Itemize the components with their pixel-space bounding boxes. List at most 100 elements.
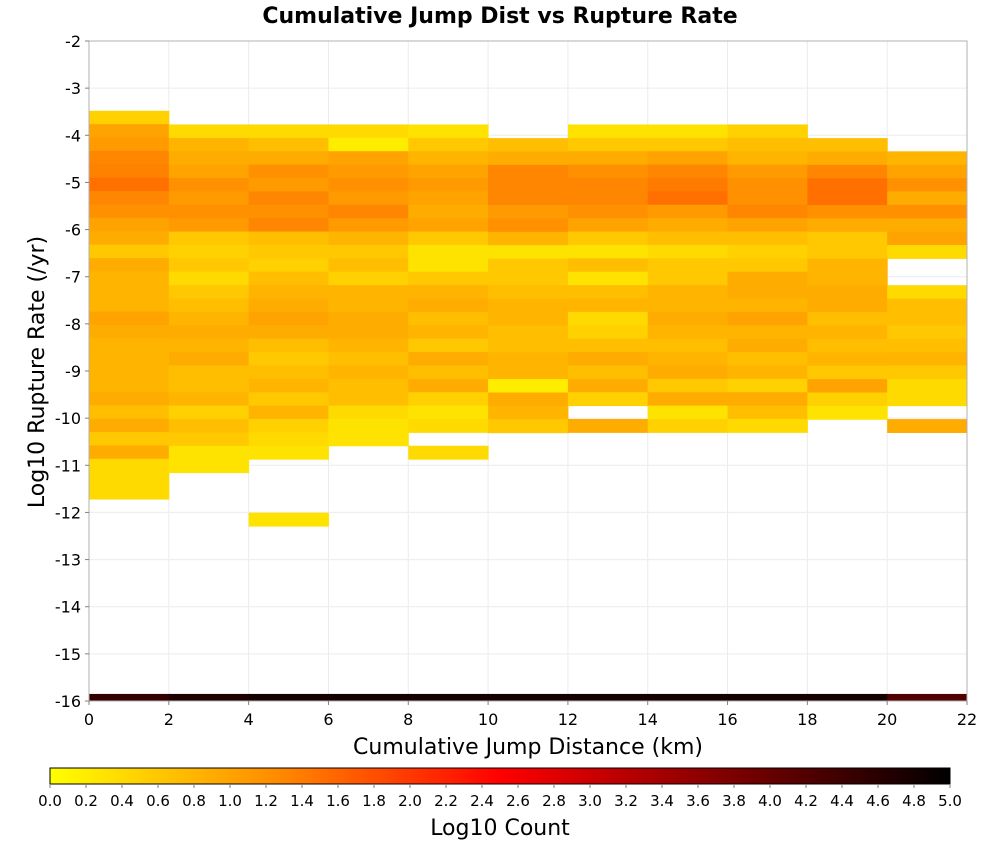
- heatmap-cell: [647, 258, 729, 273]
- heatmap-cell: [89, 445, 170, 460]
- heatmap-cell: [647, 164, 729, 179]
- heatmap-cell: [647, 311, 729, 326]
- heatmap-cell: [168, 432, 250, 447]
- heatmap-cell: [567, 271, 649, 286]
- y-tick-label: -3: [65, 79, 81, 98]
- heatmap-cell: [807, 365, 888, 380]
- heatmap-cell: [807, 352, 888, 367]
- heatmap-cell: [89, 351, 170, 366]
- heatmap-cell: [248, 177, 329, 192]
- heatmap-cell: [168, 392, 250, 407]
- heatmap-cell: [727, 311, 808, 326]
- heatmap-cell: [567, 137, 649, 152]
- x-tick-label: 20: [877, 710, 897, 729]
- heatmap-cell: [168, 338, 250, 353]
- heatmap-cell: [488, 245, 569, 260]
- heatmap-cell: [727, 231, 808, 246]
- colorbar-tick-label: 1.6: [326, 792, 350, 810]
- heatmap-cell: [89, 244, 170, 259]
- heatmap-cell: [488, 151, 569, 166]
- heatmap-cell: [168, 124, 250, 139]
- heatmap-cell: [168, 191, 250, 206]
- colorbar: [49, 767, 951, 785]
- heatmap-cell: [89, 204, 170, 219]
- heatmap-cell: [89, 324, 170, 339]
- colorbar-tick-label: 3.6: [686, 792, 710, 810]
- colorbar-tick-label: 2.0: [398, 792, 422, 810]
- y-tick-label: -8: [65, 315, 81, 334]
- heatmap-cell: [727, 151, 808, 166]
- colorbar-tick-label: 1.2: [254, 792, 278, 810]
- heatmap-cell: [328, 311, 409, 326]
- x-tick-label: 16: [717, 710, 737, 729]
- heatmap-cell: [328, 151, 409, 166]
- heatmap-cell: [248, 378, 329, 393]
- y-tick-label: -2: [65, 32, 81, 51]
- heatmap-cell: [408, 352, 489, 366]
- heatmap-cell: [647, 378, 729, 393]
- heatmap-cell: [248, 352, 329, 366]
- heatmap-cell: [408, 325, 489, 340]
- heatmap-cell: [248, 338, 329, 353]
- x-tick-label: 4: [244, 710, 254, 729]
- heatmap-cell: [488, 178, 569, 193]
- y-tick-label: -5: [65, 173, 81, 192]
- heatmap-cell: [488, 218, 569, 233]
- heatmap-cell: [647, 693, 729, 701]
- heatmap-cell: [168, 311, 250, 326]
- colorbar-tick-label: 4.8: [902, 792, 926, 810]
- heatmap-cell: [328, 164, 409, 179]
- heatmap-cell: [328, 325, 409, 340]
- colorbar-tick-label: 1.0: [218, 792, 242, 810]
- heatmap-cell: [807, 231, 888, 246]
- heatmap-cell: [807, 285, 888, 300]
- x-tick-label: 2: [164, 710, 174, 729]
- heatmap-cell: [807, 392, 888, 407]
- heatmap-cell: [408, 177, 489, 192]
- heatmap-cell: [647, 204, 729, 219]
- heatmap-cell: [408, 218, 489, 233]
- heatmap-cell: [248, 151, 329, 166]
- heatmap-cell: [887, 178, 968, 192]
- heatmap-cells: [89, 110, 968, 701]
- heatmap-cell: [168, 693, 250, 701]
- heatmap-cell: [168, 365, 250, 380]
- heatmap-cell: [807, 151, 888, 166]
- heatmap-cell: [89, 217, 170, 232]
- heatmap-cell: [887, 285, 968, 300]
- heatmap-cell: [89, 365, 170, 380]
- colorbar-tick-label: 1.4: [290, 792, 314, 810]
- heatmap-cell: [887, 378, 968, 393]
- heatmap-cell: [89, 472, 170, 487]
- heatmap-cell: [248, 298, 329, 313]
- heatmap-cell: [887, 245, 968, 259]
- heatmap-cell: [567, 231, 649, 246]
- heatmap-cell: [887, 164, 968, 179]
- heatmap-cell: [408, 311, 489, 326]
- heatmap-cell: [89, 298, 170, 313]
- heatmap-cell: [647, 218, 729, 233]
- heatmap-cell: [168, 418, 250, 433]
- heatmap-cell: [488, 338, 569, 353]
- heatmap-cell: [328, 204, 409, 219]
- x-tick-label: 6: [323, 710, 333, 729]
- heatmap-cell: [168, 459, 250, 474]
- colorbar-tick-label: 4.0: [758, 792, 782, 810]
- heatmap-cell: [887, 191, 968, 206]
- heatmap-cell: [89, 137, 170, 152]
- heatmap-cell: [727, 365, 808, 380]
- colorbar-tick-label: 4.4: [830, 792, 854, 810]
- heatmap-cell: [567, 124, 649, 139]
- heatmap-cell: [408, 271, 489, 286]
- heatmap-cell: [328, 418, 409, 433]
- heatmap-cell: [248, 218, 329, 233]
- heatmap-cell: [647, 191, 729, 206]
- heatmap-cell: [408, 392, 489, 407]
- heatmap-cell: [408, 418, 489, 433]
- chart-title: Cumulative Jump Dist vs Rupture Rate: [262, 4, 737, 29]
- colorbar-tick-label: 5.0: [938, 792, 962, 810]
- heatmap-cell: [488, 352, 569, 367]
- heatmap-cell: [168, 445, 250, 460]
- heatmap-cell: [248, 445, 329, 460]
